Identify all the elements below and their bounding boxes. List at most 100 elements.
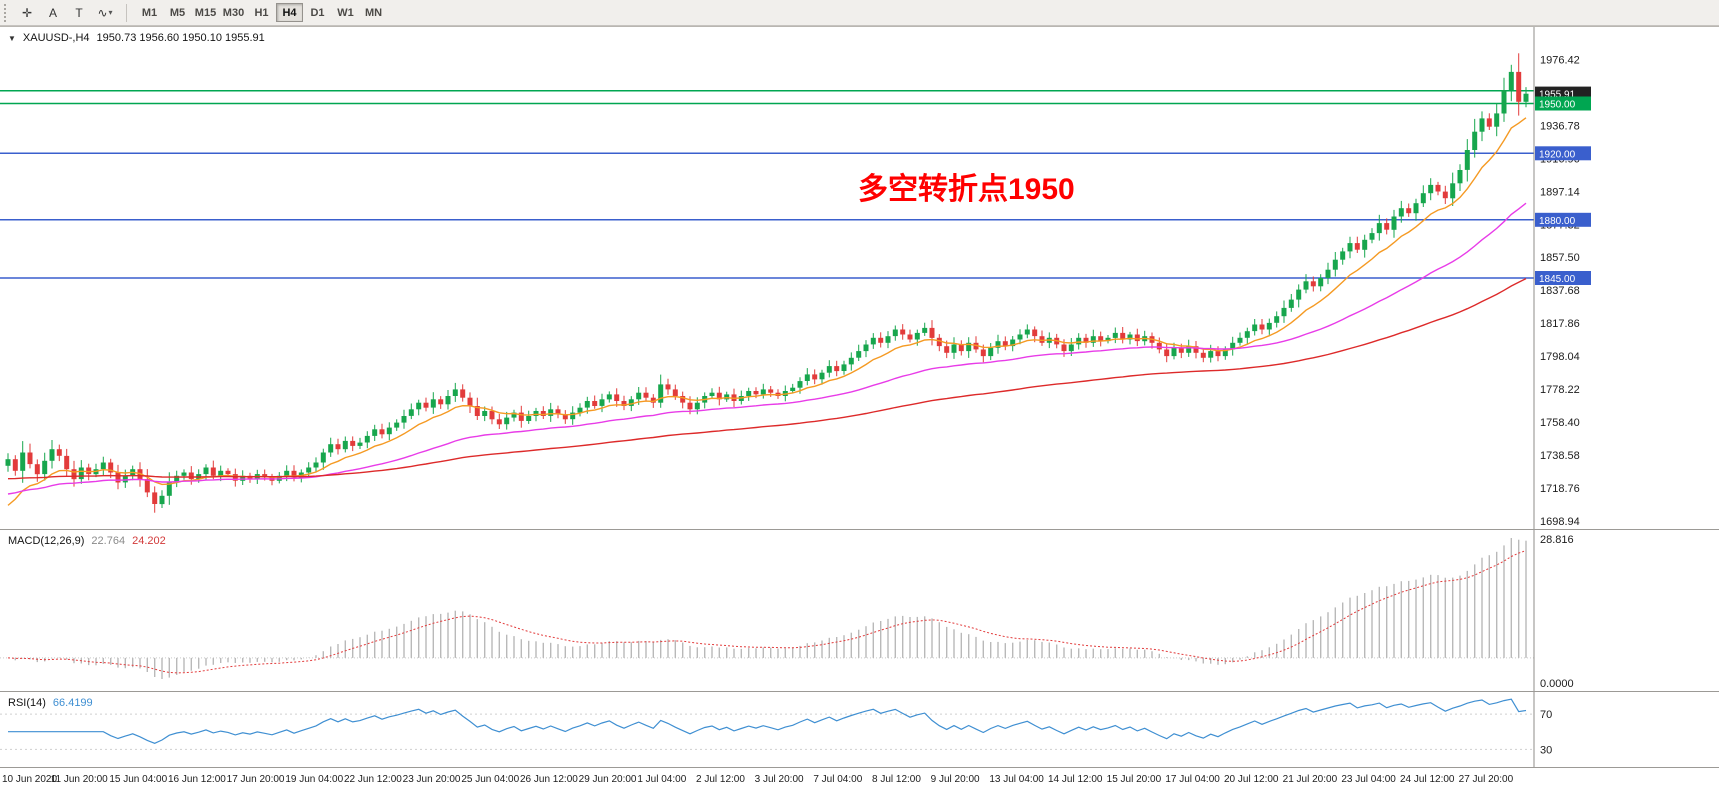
svg-text:1920.00: 1920.00 bbox=[1539, 149, 1576, 160]
ma-10-line bbox=[7, 117, 1527, 506]
label-tool-button[interactable]: T bbox=[67, 3, 91, 23]
macd-axis-zero: 0.0000 bbox=[1540, 678, 1574, 690]
svg-text:1857.50: 1857.50 bbox=[1540, 252, 1580, 264]
time-label: 22 Jun 12:00 bbox=[344, 774, 402, 785]
time-label: 24 Jul 12:00 bbox=[1400, 774, 1455, 785]
label-tool-icon: T bbox=[75, 5, 83, 20]
time-label: 25 Jun 04:00 bbox=[461, 774, 520, 785]
price-axis-labels: 1976.421956.601936.781916.961897.141877.… bbox=[1540, 55, 1580, 528]
macd-histogram bbox=[14, 538, 1527, 679]
crosshair-icon: ✛ bbox=[21, 5, 33, 20]
time-label: 14 Jul 12:00 bbox=[1048, 774, 1103, 785]
svg-text:1880.00: 1880.00 bbox=[1539, 216, 1576, 227]
timeframe-m1-button[interactable]: M1 bbox=[136, 3, 163, 22]
rsi-pane[interactable]: 70 30 bbox=[0, 692, 1719, 767]
time-label: 17 Jun 20:00 bbox=[226, 774, 285, 785]
pane-splitter-macd[interactable] bbox=[0, 529, 1719, 530]
timeframe-mn-button[interactable]: MN bbox=[360, 3, 387, 22]
crosshair-tool-button[interactable]: ✛ bbox=[15, 3, 39, 23]
ohlc-values: 1950.73 1956.60 1950.10 1955.91 bbox=[96, 32, 265, 44]
macd-chart-svg[interactable]: 28.816 0.0000 bbox=[0, 530, 1719, 691]
macd-axis-max: 28.816 bbox=[1540, 534, 1574, 546]
ma-100-line bbox=[7, 277, 1527, 480]
time-label: 17 Jul 04:00 bbox=[1165, 774, 1220, 785]
symbol-period-label: XAUUSD-,H4 bbox=[22, 32, 90, 44]
svg-text:1778.22: 1778.22 bbox=[1540, 384, 1580, 396]
rsi-line bbox=[8, 698, 1527, 744]
time-label: 23 Jun 20:00 bbox=[402, 774, 461, 785]
rsi-chart-svg[interactable]: 70 30 bbox=[0, 692, 1719, 767]
svg-text:1976.42: 1976.42 bbox=[1540, 55, 1580, 67]
price-box-hline-1880: 1880.00 bbox=[1535, 212, 1591, 227]
pane-splitter-rsi[interactable] bbox=[0, 691, 1719, 692]
svg-text:1897.14: 1897.14 bbox=[1540, 186, 1580, 198]
text-tool-icon: A bbox=[48, 5, 57, 20]
svg-text:1837.68: 1837.68 bbox=[1540, 285, 1580, 297]
time-label: 21 Jul 20:00 bbox=[1282, 774, 1338, 785]
price-chart-svg[interactable]: 1976.421956.601936.781916.961897.141877.… bbox=[0, 27, 1719, 529]
time-label: 20 Jul 12:00 bbox=[1224, 774, 1279, 785]
svg-text:1718.76: 1718.76 bbox=[1540, 483, 1580, 495]
chart-annotation[interactable]: 多空转折点1950 bbox=[858, 173, 1075, 206]
svg-text:1798.04: 1798.04 bbox=[1540, 351, 1580, 363]
svg-text:1698.94: 1698.94 bbox=[1540, 516, 1580, 528]
timeframe-w1-button[interactable]: W1 bbox=[332, 3, 359, 22]
timeframe-h1-button[interactable]: H1 bbox=[248, 3, 275, 22]
chevron-down-icon: ▾ bbox=[108, 8, 113, 17]
toolbar: ✛ A T ∿ ▾ M1 M5 M15 M30 H1 H4 D1 W1 MN bbox=[0, 0, 1719, 26]
svg-text:1936.78: 1936.78 bbox=[1540, 120, 1580, 132]
macd-main-value: 22.764 bbox=[91, 535, 126, 547]
svg-text:1738.58: 1738.58 bbox=[1540, 450, 1580, 462]
time-label: 2 Jul 12:00 bbox=[696, 774, 745, 785]
rsi-level-label-30: 30 bbox=[1540, 744, 1552, 756]
macd-signal-value: 24.202 bbox=[132, 535, 166, 547]
macd-pane[interactable]: 28.816 0.0000 bbox=[0, 530, 1719, 691]
timeframe-m30-button[interactable]: M30 bbox=[220, 3, 247, 22]
rsi-value: 66.4199 bbox=[52, 697, 93, 709]
timeframe-m15-button[interactable]: M15 bbox=[192, 3, 219, 22]
time-label: 1 Jul 04:00 bbox=[637, 774, 687, 785]
time-label: 27 Jul 20:00 bbox=[1458, 774, 1514, 785]
macd-header: MACD(12,26,9) 22.764 24.202 bbox=[8, 535, 166, 547]
symbol-dropdown-icon[interactable]: ▼ bbox=[8, 33, 16, 43]
time-label: 15 Jun 04:00 bbox=[109, 774, 168, 785]
price-pane[interactable]: 1976.421956.601936.781916.961897.141877.… bbox=[0, 27, 1719, 529]
timeframe-m5-button[interactable]: M5 bbox=[164, 3, 191, 22]
time-label: 15 Jul 20:00 bbox=[1106, 774, 1162, 785]
macd-label: MACD(12,26,9) bbox=[8, 535, 85, 547]
svg-text:1758.40: 1758.40 bbox=[1540, 417, 1580, 429]
time-label: 29 Jun 20:00 bbox=[578, 774, 637, 785]
time-label: 13 Jul 04:00 bbox=[989, 774, 1044, 785]
time-label: 19 Jun 04:00 bbox=[285, 774, 344, 785]
toolbar-drag-handle[interactable] bbox=[4, 3, 8, 22]
rsi-header: RSI(14) 66.4199 bbox=[8, 697, 93, 709]
ma-40-line bbox=[7, 202, 1527, 495]
price-box-hline-1950: 1950.00 bbox=[1535, 96, 1591, 111]
time-label: 3 Jul 20:00 bbox=[754, 774, 804, 785]
toolbar-separator bbox=[126, 3, 127, 22]
time-label: 26 Jun 12:00 bbox=[520, 774, 578, 785]
svg-text:1950.00: 1950.00 bbox=[1539, 100, 1576, 111]
time-label: 11 Jun 20:00 bbox=[50, 774, 108, 785]
macd-signal-line bbox=[7, 550, 1527, 674]
svg-text:1845.00: 1845.00 bbox=[1539, 274, 1576, 285]
indicator-wave-icon: ∿ bbox=[97, 5, 108, 20]
time-label: 10 Jun 2020 bbox=[2, 774, 58, 785]
time-label: 23 Jul 04:00 bbox=[1341, 774, 1396, 785]
text-annotation-tool-button[interactable]: A bbox=[41, 3, 65, 23]
svg-text:1817.86: 1817.86 bbox=[1540, 318, 1580, 330]
time-label: 7 Jul 04:00 bbox=[813, 774, 863, 785]
timeframe-h4-button[interactable]: H4 bbox=[276, 3, 303, 22]
time-label: 9 Jul 20:00 bbox=[930, 774, 980, 785]
indicators-button[interactable]: ∿ ▾ bbox=[93, 3, 117, 23]
chart-header: ▼ XAUUSD-,H4 1950.73 1956.60 1950.10 195… bbox=[8, 32, 265, 44]
timeframe-button-group: M1 M5 M15 M30 H1 H4 D1 W1 MN bbox=[136, 3, 388, 22]
time-label: 8 Jul 12:00 bbox=[872, 774, 921, 785]
candles bbox=[5, 53, 1529, 513]
price-box-hline-1845: 1845.00 bbox=[1535, 271, 1591, 285]
time-label: 16 Jun 12:00 bbox=[168, 774, 226, 785]
timeframe-d1-button[interactable]: D1 bbox=[304, 3, 331, 22]
rsi-label: RSI(14) bbox=[8, 697, 46, 709]
time-axis[interactable]: 10 Jun 2020 11 Jun 20:00 15 Jun 04:00 16 Ju… bbox=[0, 767, 1719, 793]
svg-text:1955.91: 1955.91 bbox=[1539, 90, 1576, 101]
